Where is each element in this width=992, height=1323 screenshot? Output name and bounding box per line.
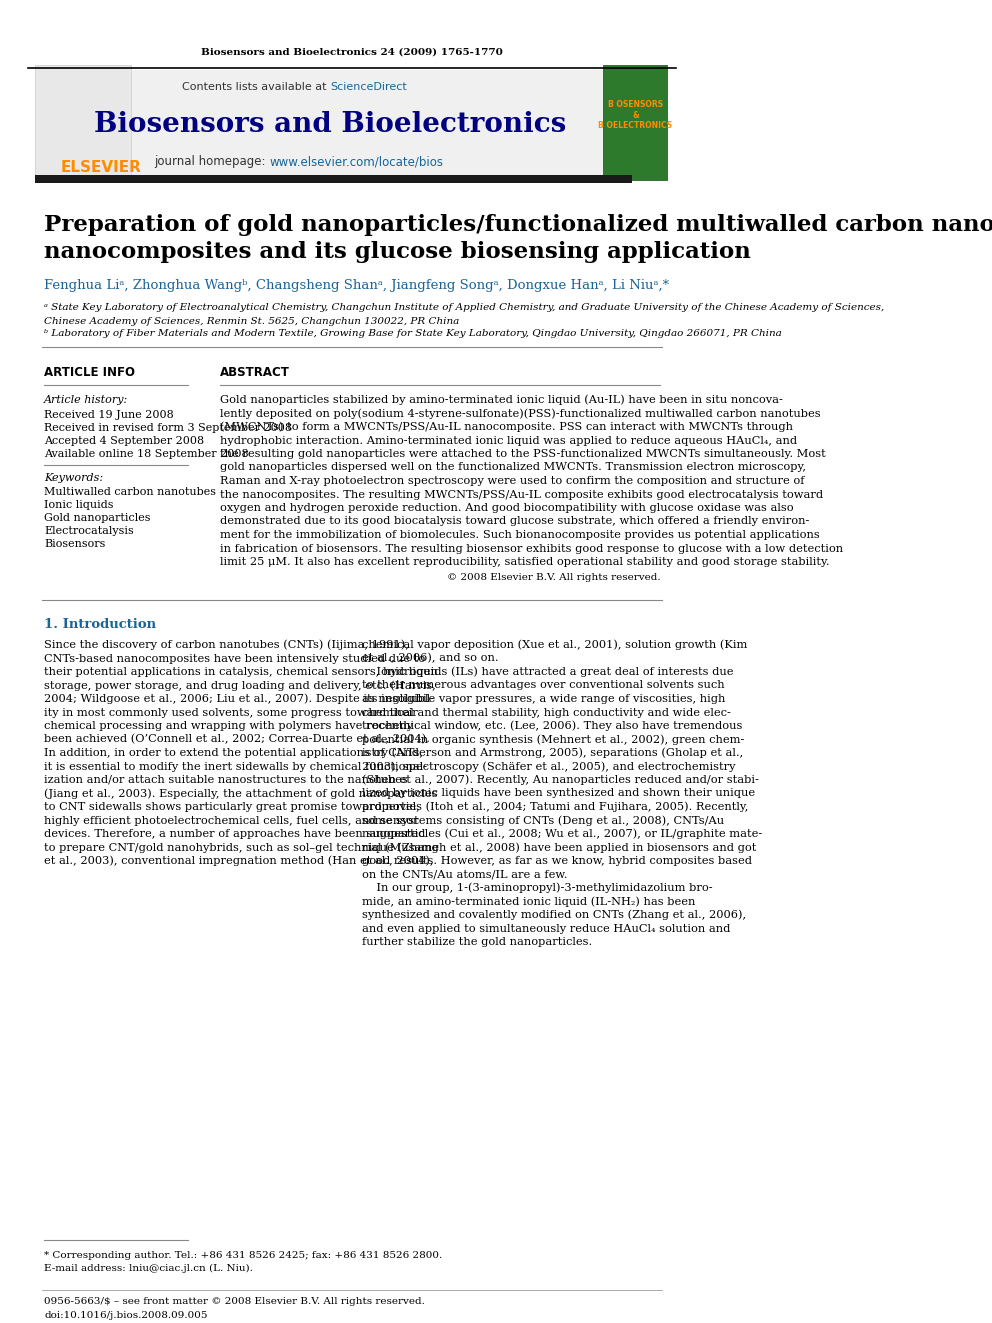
Text: et al., 2006), and so on.: et al., 2006), and so on.	[362, 654, 499, 664]
Text: (Shen et al., 2007). Recently, Au nanoparticles reduced and/or stabi-: (Shen et al., 2007). Recently, Au nanopa…	[362, 775, 759, 786]
Text: E-mail address: lniu@ciac.jl.cn (L. Niu).: E-mail address: lniu@ciac.jl.cn (L. Niu)…	[44, 1263, 253, 1273]
Text: on the CNTs/Au atoms/IL are a few.: on the CNTs/Au atoms/IL are a few.	[362, 869, 567, 880]
Text: doi:10.1016/j.bios.2008.09.005: doi:10.1016/j.bios.2008.09.005	[44, 1311, 207, 1319]
Text: properties (Itoh et al., 2004; Tatumi and Fujihara, 2005). Recently,: properties (Itoh et al., 2004; Tatumi an…	[362, 802, 748, 812]
Text: ScienceDirect: ScienceDirect	[330, 82, 407, 93]
Text: Received 19 June 2008: Received 19 June 2008	[44, 410, 174, 419]
Text: Since the discovery of carbon nanotubes (CNTs) (Iijima, 1991),: Since the discovery of carbon nanotubes …	[44, 640, 409, 651]
Text: 2003), spectroscopy (Schäfer et al., 2005), and electrochemistry: 2003), spectroscopy (Schäfer et al., 200…	[362, 761, 735, 771]
Text: chemical processing and wrapping with polymers have recently: chemical processing and wrapping with po…	[44, 721, 414, 732]
Text: hydrophobic interaction. Amino-terminated ionic liquid was applied to reduce aqu: hydrophobic interaction. Amino-terminate…	[220, 435, 798, 446]
Text: Ionic liquids: Ionic liquids	[44, 500, 113, 509]
Text: Received in revised form 3 September 2008: Received in revised form 3 September 200…	[44, 423, 292, 433]
Text: ᵃ State Key Laboratory of Electroanalytical Chemistry, Changchun Institute of Ap: ᵃ State Key Laboratory of Electroanalyti…	[44, 303, 884, 312]
Bar	[36, 175, 632, 183]
Text: Accepted 4 September 2008: Accepted 4 September 2008	[44, 437, 204, 446]
Text: B OSENSORS
&
B OELECTRONICS: B OSENSORS & B OELECTRONICS	[598, 101, 673, 130]
Text: nanocomposites and its glucose biosensing application: nanocomposites and its glucose biosensin…	[44, 241, 751, 263]
Text: ABSTRACT: ABSTRACT	[220, 366, 290, 380]
Text: trochemical window, etc. (Lee, 2006). They also have tremendous: trochemical window, etc. (Lee, 2006). Th…	[362, 721, 742, 732]
Text: demonstrated due to its good biocatalysis toward glucose substrate, which offere: demonstrated due to its good biocatalysi…	[220, 516, 809, 527]
Text: oxygen and hydrogen peroxide reduction. And good biocompatibility with glucose o: oxygen and hydrogen peroxide reduction. …	[220, 503, 794, 513]
Text: ment for the immobilization of biomolecules. Such bionanocomposite provides us p: ment for the immobilization of biomolecu…	[220, 531, 819, 540]
Text: ization and/or attach suitable nanostructures to the nanotubes: ization and/or attach suitable nanostruc…	[44, 775, 408, 785]
Text: mide, an amino-terminated ionic liquid (IL-NH₂) has been: mide, an amino-terminated ionic liquid (…	[362, 896, 695, 906]
Text: as negligible vapor pressures, a wide range of viscosities, high: as negligible vapor pressures, a wide ra…	[362, 695, 725, 704]
Text: In our group, 1-(3-aminopropyl)-3-methylimidazolium bro-: In our group, 1-(3-aminopropyl)-3-methyl…	[362, 882, 712, 893]
Text: and even applied to simultaneously reduce HAuCl₄ solution and: and even applied to simultaneously reduc…	[362, 923, 730, 934]
Text: Biosensors and Bioelectronics 24 (2009) 1765-1770: Biosensors and Bioelectronics 24 (2009) …	[201, 48, 503, 57]
Text: lized by ionic liquids have been synthesized and shown their unique: lized by ionic liquids have been synthes…	[362, 789, 755, 799]
Text: In addition, in order to extend the potential applications of CNTs,: In addition, in order to extend the pote…	[44, 747, 423, 758]
Text: gold nanoparticles dispersed well on the functionalized MWCNTs. Transmission ele: gold nanoparticles dispersed well on the…	[220, 463, 806, 472]
Text: Chinese Academy of Sciences, Renmin St. 5625, Changchun 130022, PR China: Chinese Academy of Sciences, Renmin St. …	[44, 316, 459, 325]
Text: to CNT sidewalls shows particularly great promise toward novel,: to CNT sidewalls shows particularly grea…	[44, 802, 420, 812]
Text: the resulting gold nanoparticles were attached to the PSS-functionalized MWCNTs : the resulting gold nanoparticles were at…	[220, 448, 825, 459]
Text: to prepare CNT/gold nanohybrids, such as sol–gel technique (Zhang: to prepare CNT/gold nanohybrids, such as…	[44, 843, 438, 853]
Bar	[36, 70, 632, 175]
Text: (Jiang et al., 2003). Especially, the attachment of gold nanoparticles: (Jiang et al., 2003). Especially, the at…	[44, 789, 437, 799]
Text: their potential applications in catalysis, chemical sensors, hydrogen: their potential applications in catalysi…	[44, 667, 437, 677]
Text: 1. Introduction: 1. Introduction	[44, 618, 156, 631]
Text: ᵇ Laboratory of Fiber Materials and Modern Textile, Growing Base for State Key L: ᵇ Laboratory of Fiber Materials and Mode…	[44, 329, 782, 339]
Text: Gold nanoparticles stabilized by amino-terminated ionic liquid (Au-IL) have been: Gold nanoparticles stabilized by amino-t…	[220, 394, 783, 405]
Text: et al., 2003), conventional impregnation method (Han et al., 2004),: et al., 2003), conventional impregnation…	[44, 856, 434, 867]
Text: Preparation of gold nanoparticles/functionalized multiwalled carbon nanotube: Preparation of gold nanoparticles/functi…	[44, 214, 992, 235]
Text: Electrocatalysis: Electrocatalysis	[44, 527, 134, 536]
Text: ARTICLE INFO: ARTICLE INFO	[44, 366, 135, 380]
Text: journal homepage:: journal homepage:	[155, 156, 270, 168]
Text: chemical vapor deposition (Xue et al., 2001), solution growth (Kim: chemical vapor deposition (Xue et al., 2…	[362, 640, 747, 651]
Text: some systems consisting of CNTs (Deng et al., 2008), CNTs/Au: some systems consisting of CNTs (Deng et…	[362, 815, 724, 826]
Text: Contents lists available at: Contents lists available at	[183, 82, 330, 93]
Text: Article history:: Article history:	[44, 396, 128, 405]
Text: been achieved (O’Connell et al., 2002; Correa-Duarte et al., 2004).: been achieved (O’Connell et al., 2002; C…	[44, 734, 430, 745]
Text: Biosensors: Biosensors	[44, 538, 105, 549]
Text: good results. However, as far as we know, hybrid composites based: good results. However, as far as we know…	[362, 856, 752, 867]
Text: potential in organic synthesis (Mehnert et al., 2002), green chem-: potential in organic synthesis (Mehnert …	[362, 734, 744, 745]
Text: nanoparticles (Cui et al., 2008; Wu et al., 2007), or IL/graphite mate-: nanoparticles (Cui et al., 2008; Wu et a…	[362, 828, 762, 839]
Bar	[36, 65, 131, 180]
Text: © 2008 Elsevier B.V. All rights reserved.: © 2008 Elsevier B.V. All rights reserved…	[446, 573, 661, 582]
Text: synthesized and covalently modified on CNTs (Zhang et al., 2006),: synthesized and covalently modified on C…	[362, 910, 746, 921]
Text: Keywords:: Keywords:	[44, 474, 103, 483]
Text: storage, power storage, and drug loading and delivery, etc. (Harris,: storage, power storage, and drug loading…	[44, 680, 435, 691]
Text: Available online 18 September 2008: Available online 18 September 2008	[44, 448, 249, 459]
Text: it is essential to modify the inert sidewalls by chemical functional-: it is essential to modify the inert side…	[44, 762, 428, 771]
Text: Ionic liquids (ILs) have attracted a great deal of interests due: Ionic liquids (ILs) have attracted a gre…	[362, 667, 733, 677]
Text: * Corresponding author. Tel.: +86 431 8526 2425; fax: +86 431 8526 2800.: * Corresponding author. Tel.: +86 431 85…	[44, 1250, 442, 1259]
Text: limit 25 μM. It also has excellent reproducibility, satisfied operational stabil: limit 25 μM. It also has excellent repro…	[220, 557, 829, 568]
Text: www.elsevier.com/locate/bios: www.elsevier.com/locate/bios	[270, 156, 443, 168]
Text: Fenghua Liᵃ, Zhonghua Wangᵇ, Changsheng Shanᵃ, Jiangfeng Songᵃ, Dongxue Hanᵃ, Li: Fenghua Liᵃ, Zhonghua Wangᵇ, Changsheng …	[44, 279, 670, 291]
Text: (MWCNTs) to form a MWCNTs/PSS/Au-IL nanocomposite. PSS can interact with MWCNTs : (MWCNTs) to form a MWCNTs/PSS/Au-IL nano…	[220, 422, 793, 433]
Text: 0956-5663/$ – see front matter © 2008 Elsevier B.V. All rights reserved.: 0956-5663/$ – see front matter © 2008 El…	[44, 1298, 425, 1307]
Text: CNTs-based nanocomposites have been intensively studied due to: CNTs-based nanocomposites have been inte…	[44, 654, 426, 664]
Text: in fabrication of biosensors. The resulting biosensor exhibits good response to : in fabrication of biosensors. The result…	[220, 544, 843, 553]
Text: further stabilize the gold nanoparticles.: further stabilize the gold nanoparticles…	[362, 937, 592, 947]
Text: highly efficient photoelectrochemical cells, fuel cells, and sensor: highly efficient photoelectrochemical ce…	[44, 815, 419, 826]
Bar	[603, 65, 668, 180]
Text: Multiwalled carbon nanotubes: Multiwalled carbon nanotubes	[44, 487, 216, 497]
Text: Biosensors and Bioelectronics: Biosensors and Bioelectronics	[94, 111, 566, 139]
Text: istry (Anderson and Armstrong, 2005), separations (Gholap et al.,: istry (Anderson and Armstrong, 2005), se…	[362, 747, 743, 758]
Text: the nanocomposites. The resulting MWCNTs/PSS/Au-IL composite exhibits good elect: the nanocomposites. The resulting MWCNTs…	[220, 490, 823, 500]
Text: Gold nanoparticles: Gold nanoparticles	[44, 513, 151, 523]
Text: rial (Musameh et al., 2008) have been applied in biosensors and got: rial (Musameh et al., 2008) have been ap…	[362, 843, 757, 853]
Text: to their numerous advantages over conventional solvents such: to their numerous advantages over conven…	[362, 680, 725, 691]
Text: lently deposited on poly(sodium 4-styrene-sulfonate)(PSS)-functionalized multiwa: lently deposited on poly(sodium 4-styren…	[220, 409, 820, 419]
Text: 2004; Wildgoose et al., 2006; Liu et al., 2007). Despite its insolubil-: 2004; Wildgoose et al., 2006; Liu et al.…	[44, 693, 434, 704]
Text: devices. Therefore, a number of approaches have been suggested: devices. Therefore, a number of approach…	[44, 830, 426, 839]
Text: chemical and thermal stability, high conductivity and wide elec-: chemical and thermal stability, high con…	[362, 708, 731, 717]
Text: ELSEVIER: ELSEVIER	[61, 160, 141, 176]
Text: ity in most commonly used solvents, some progress toward their: ity in most commonly used solvents, some…	[44, 708, 418, 717]
Text: Raman and X-ray photoelectron spectroscopy were used to confirm the composition : Raman and X-ray photoelectron spectrosco…	[220, 476, 805, 486]
